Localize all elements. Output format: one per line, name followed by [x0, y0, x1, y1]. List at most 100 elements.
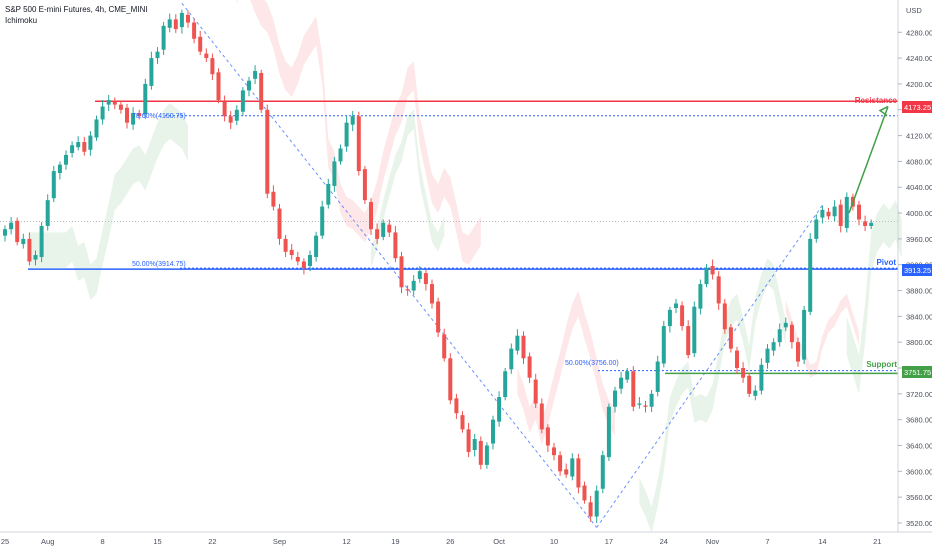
- x-tick-label: 21: [873, 537, 881, 546]
- candle-body: [509, 348, 514, 370]
- x-tick-label: 25: [1, 537, 9, 546]
- candle-body: [94, 119, 99, 138]
- candle-body: [45, 200, 50, 226]
- x-tick-label: Aug: [41, 537, 54, 546]
- candle-body: [234, 109, 239, 121]
- candle-body: [796, 342, 800, 362]
- y-tick-label: 4280.00: [906, 28, 932, 37]
- candle-body: [82, 142, 87, 152]
- candle-body: [594, 490, 599, 517]
- candle-body: [478, 440, 483, 465]
- candle-body: [832, 206, 837, 217]
- x-tick-label: 15: [153, 537, 161, 546]
- candle-body: [844, 196, 849, 228]
- candle-body: [771, 342, 776, 351]
- candle-body: [692, 306, 697, 354]
- candle-body: [869, 222, 874, 226]
- candle-body: [619, 377, 624, 389]
- cloud-bullish: [29, 103, 189, 301]
- candle-body: [259, 72, 264, 110]
- candle-body: [649, 393, 654, 407]
- candles: [3, 9, 874, 523]
- candle-body: [533, 379, 538, 404]
- y-tick-label: 3680.00: [906, 416, 932, 425]
- candle-body: [387, 224, 392, 233]
- candle-body: [625, 371, 630, 380]
- candle-body: [759, 364, 764, 391]
- candle-body: [100, 106, 105, 120]
- candle-body: [39, 225, 44, 257]
- y-tick-label: 3840.00: [906, 312, 932, 321]
- candle-body: [484, 445, 489, 465]
- x-tick-label: Oct: [493, 537, 506, 546]
- candle-body: [88, 135, 93, 150]
- y-tick-label: 4000.00: [906, 209, 932, 218]
- cloud-bearish: [236, 0, 481, 265]
- candle-body: [436, 301, 441, 333]
- x-tick-label: 7: [765, 537, 769, 546]
- resistance-label: Resistance: [855, 96, 898, 105]
- candle-body: [179, 12, 184, 28]
- candle-body: [802, 309, 807, 360]
- x-tick-label: 26: [446, 537, 454, 546]
- x-tick-label: 17: [605, 537, 613, 546]
- candle-body: [186, 14, 190, 23]
- y-tick-label: 3960.00: [906, 235, 932, 244]
- candle-body: [332, 161, 337, 186]
- support-tag-bg: [902, 366, 932, 378]
- candle-body: [247, 80, 251, 91]
- indicator-label: Ichimoku: [5, 16, 38, 25]
- candle-body: [442, 334, 447, 359]
- candle-body: [552, 447, 556, 456]
- candle-body: [600, 455, 605, 489]
- candle-body: [539, 403, 544, 430]
- candle-body: [118, 104, 123, 110]
- fib-diagonal-up: [596, 205, 823, 528]
- candle-body: [149, 58, 154, 86]
- candle-body: [753, 390, 758, 396]
- candle-body: [314, 235, 319, 257]
- x-tick-label: 24: [660, 537, 668, 546]
- candle-body: [344, 122, 349, 147]
- x-tick-label: 12: [342, 537, 350, 546]
- candle-body: [393, 232, 398, 259]
- candle-body: [576, 458, 581, 488]
- candle-body: [527, 356, 532, 378]
- candle-body: [192, 22, 197, 39]
- candle-body: [460, 415, 465, 430]
- candle-body: [491, 419, 495, 444]
- candle-body: [686, 326, 691, 356]
- candle-body: [826, 211, 831, 217]
- candle-body: [472, 439, 477, 451]
- candle-body: [765, 348, 770, 363]
- candle-body: [430, 284, 434, 304]
- candle-body: [277, 208, 282, 239]
- candle-body: [350, 116, 355, 125]
- candle-body: [15, 220, 20, 243]
- candle-body: [704, 267, 709, 285]
- candle-body: [9, 222, 14, 230]
- candle-body: [125, 107, 129, 123]
- candle-body: [747, 375, 752, 394]
- candle-body: [411, 280, 416, 291]
- y-tick-label: 3880.00: [906, 287, 932, 296]
- candle-body: [198, 36, 203, 52]
- candle-body: [667, 309, 672, 327]
- candle-body: [454, 398, 459, 414]
- projection-arrow: [848, 105, 889, 214]
- fib-label-50-b: 50.00%(3756.00): [565, 360, 619, 367]
- candle-body: [588, 502, 593, 517]
- candle-body: [216, 72, 221, 101]
- fib-label-50-a: 50.00%(3914.75): [132, 261, 186, 268]
- candle-body: [204, 53, 209, 59]
- candle-body: [814, 219, 819, 239]
- candle-body: [76, 142, 81, 148]
- candle-body: [106, 100, 111, 105]
- candle-body: [613, 390, 617, 407]
- arrow-head: [878, 105, 889, 117]
- support-label: Support: [866, 360, 897, 369]
- candle-body: [503, 371, 508, 398]
- candle-body: [863, 221, 868, 226]
- y-tick-label: 4040.00: [906, 183, 932, 192]
